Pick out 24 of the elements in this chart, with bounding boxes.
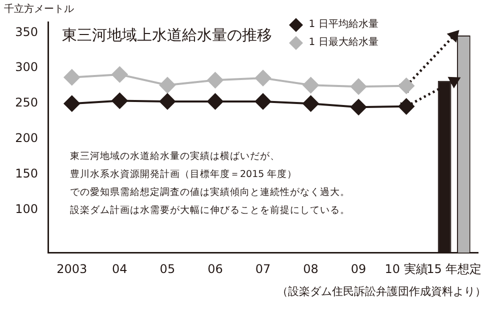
x-tick-label: 06: [208, 262, 223, 276]
legend-label: 1 日平均給水量: [308, 18, 378, 32]
x-tick-label: 05: [160, 262, 176, 276]
y-tick-label: 150: [15, 166, 38, 181]
y-tick-label: 350: [15, 24, 38, 39]
legend-label: 1 日最大給水量: [308, 36, 378, 50]
x-tick-label: 09: [350, 262, 366, 276]
y-tick-label: 250: [15, 96, 38, 110]
x-tick-label: 08: [303, 262, 318, 276]
annotation: 豊川水系水資源開発計画（目標年度＝2015 年度）: [70, 168, 298, 182]
x-tick-label: 04: [112, 262, 128, 276]
y-tick-label: 100: [15, 202, 38, 216]
x-tick-label: 2003: [56, 262, 88, 276]
y-tick-label: 300: [15, 60, 38, 74]
chart-title: 東三河地域上水道給水量の推移: [62, 26, 272, 45]
x-tick-label: 07: [255, 262, 271, 276]
x-tick-label: 15 年想定: [426, 262, 482, 276]
text: （設楽ダム住民訴訟弁護団作成資料より）: [277, 284, 486, 299]
y-axis-title: 千立方メートル: [4, 2, 74, 16]
annotation: 東三河地域の水道給水量の実績は横ばいだが、: [70, 150, 281, 164]
y-tick-label: 200: [15, 131, 38, 146]
annotation: での愛知県需給想定調査の値は実績傾向と連続性がなく過大。: [70, 186, 350, 200]
annotation: 設楽ダム計画は水需要が大幅に伸びることを前提にしている。: [70, 204, 350, 218]
x-tick-label: 10 実績: [384, 262, 428, 276]
